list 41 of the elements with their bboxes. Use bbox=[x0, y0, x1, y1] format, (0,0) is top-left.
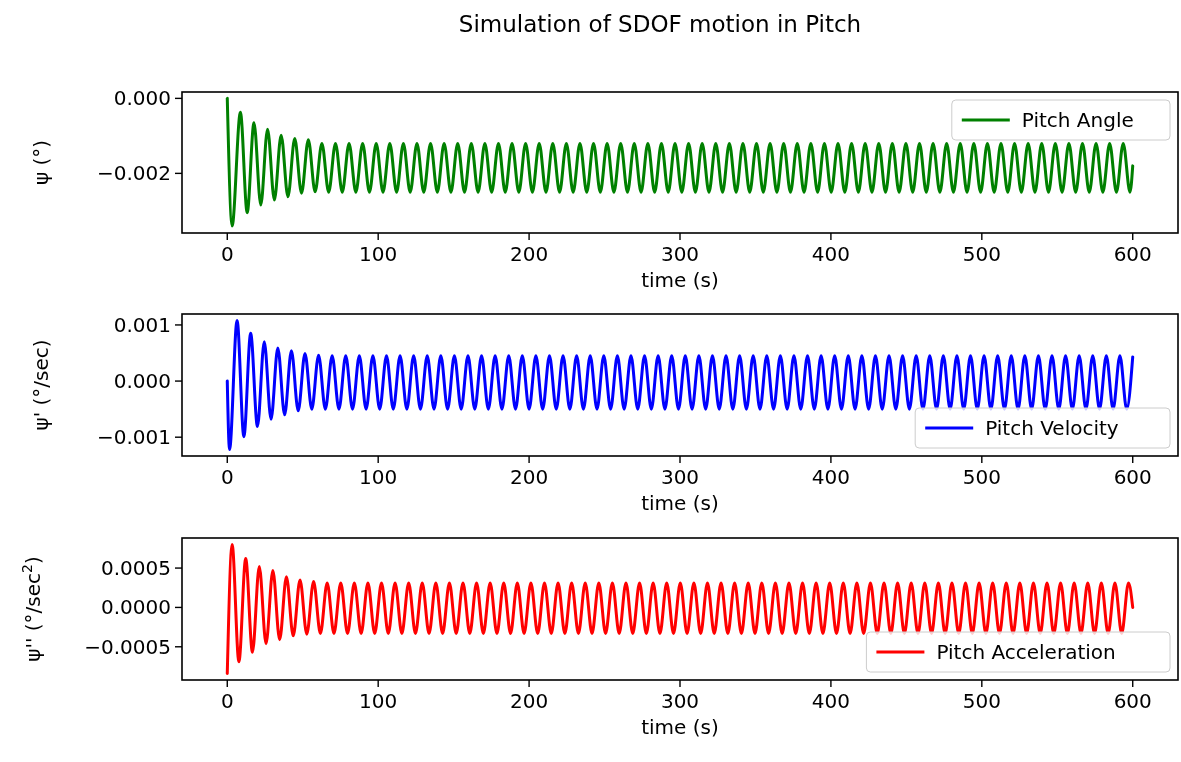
x-tick-label: 0 bbox=[220, 242, 234, 266]
legend-label: Pitch Velocity bbox=[985, 416, 1119, 440]
chart-title: Simulation of SDOF motion in Pitch bbox=[458, 11, 862, 37]
y-tick-label: −0.002 bbox=[96, 161, 171, 186]
x-tick-label: 200 bbox=[510, 242, 549, 266]
x-tick-label: 600 bbox=[1113, 465, 1152, 489]
y-axis-title: ψ' (°/sec) bbox=[29, 339, 53, 431]
x-axis-title: time (s) bbox=[641, 491, 719, 515]
line-series bbox=[225, 318, 1135, 452]
y-tick-label: 0.000 bbox=[113, 369, 171, 394]
x-tick-label: 500 bbox=[962, 689, 1001, 713]
y-tick-label: 0.001 bbox=[113, 312, 171, 337]
x-tick-label: 500 bbox=[962, 465, 1001, 489]
x-tick-label: 200 bbox=[510, 689, 549, 713]
line-series bbox=[225, 542, 1135, 676]
x-tick-label: 100 bbox=[359, 465, 398, 489]
x-axis-title: time (s) bbox=[641, 715, 719, 739]
legend-label: Pitch Acceleration bbox=[936, 640, 1116, 664]
line-series bbox=[225, 96, 1135, 228]
x-tick-label: 300 bbox=[660, 465, 700, 489]
y-tick-label: 0.0005 bbox=[101, 556, 171, 581]
x-tick-label: 100 bbox=[359, 242, 398, 266]
y-tick-label: −0.001 bbox=[96, 425, 171, 450]
x-tick-label: 500 bbox=[962, 242, 1001, 266]
x-tick-label: 600 bbox=[1113, 689, 1152, 713]
x-tick-label: 400 bbox=[811, 465, 850, 489]
y-tick-label: 0.000 bbox=[113, 86, 171, 111]
x-tick-label: 300 bbox=[660, 242, 700, 266]
x-tick-label: 600 bbox=[1113, 242, 1152, 266]
x-tick-label: 400 bbox=[811, 689, 850, 713]
legend-label: Pitch Angle bbox=[1021, 108, 1134, 132]
x-tick-label: 300 bbox=[660, 689, 700, 713]
x-tick-label: 0 bbox=[220, 689, 234, 713]
y-axis-title: ψ (°) bbox=[29, 139, 53, 186]
x-tick-label: 100 bbox=[359, 689, 398, 713]
y-tick-label: −0.0005 bbox=[84, 634, 171, 659]
x-tick-label: 0 bbox=[220, 465, 234, 489]
x-axis-title: time (s) bbox=[641, 268, 719, 292]
x-tick-label: 200 bbox=[510, 465, 549, 489]
y-tick-label: 0.0000 bbox=[101, 595, 171, 620]
x-tick-label: 400 bbox=[811, 242, 850, 266]
